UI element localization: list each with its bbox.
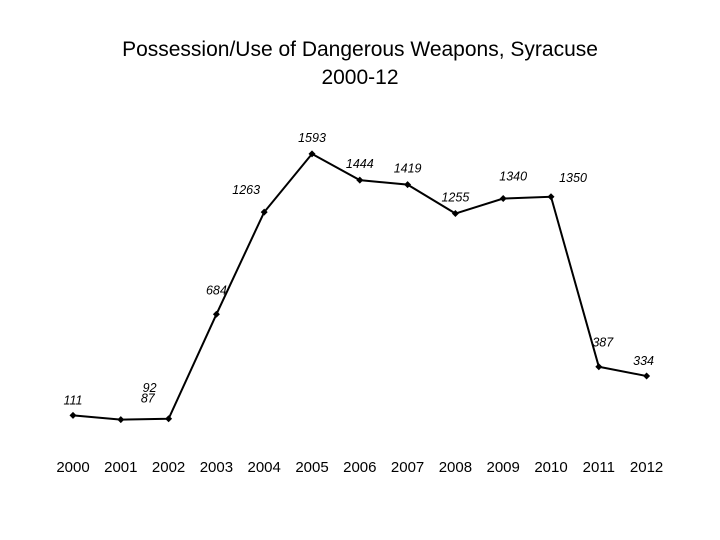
- data-label: 1593: [298, 131, 326, 145]
- data-label: 334: [633, 354, 654, 368]
- x-tick-label: 2004: [248, 459, 281, 476]
- data-label: 87: [141, 392, 156, 406]
- x-tick-label: 2008: [439, 459, 472, 476]
- data-point-marker: [117, 416, 125, 424]
- data-label: 111: [63, 393, 82, 407]
- data-label: 387: [592, 336, 614, 350]
- data-label: 1340: [499, 170, 527, 184]
- x-tick-label: 2011: [583, 459, 615, 476]
- x-tick-label: 2001: [104, 459, 137, 476]
- data-point-marker: [499, 195, 507, 203]
- data-point-marker: [165, 415, 173, 423]
- data-point-marker: [69, 411, 77, 419]
- x-tick-label: 2000: [56, 459, 89, 476]
- data-point-marker: [643, 372, 651, 380]
- data-point-marker: [356, 176, 364, 184]
- chart-title-block: Possession/Use of Dangerous Weapons, Syr…: [0, 36, 720, 92]
- x-tick-label: 2007: [391, 459, 424, 476]
- data-label: 684: [206, 283, 227, 297]
- data-point-marker: [547, 193, 555, 201]
- data-label: 1419: [394, 162, 422, 176]
- data-point-marker: [595, 363, 603, 371]
- chart-title: Possession/Use of Dangerous Weapons, Syr…: [122, 38, 598, 61]
- data-label: 1444: [346, 157, 374, 171]
- chart-subtitle: 2000-12: [321, 66, 399, 89]
- x-tick-label: 2009: [487, 459, 520, 476]
- series-line: [72, 152, 647, 421]
- x-tick-label: 2002: [152, 459, 185, 476]
- data-point-marker: [212, 310, 220, 318]
- x-tick-label: 2006: [343, 459, 376, 476]
- data-point-marker: [451, 210, 459, 218]
- data-point-marker: [308, 150, 316, 158]
- x-tick-label: 2005: [295, 459, 328, 476]
- x-tick-label: 2010: [534, 459, 567, 476]
- data-label: 92: [143, 381, 157, 395]
- x-tick-label: 2003: [200, 459, 233, 476]
- data-label: 1263: [232, 183, 260, 197]
- data-point-marker: [404, 181, 412, 189]
- x-tick-label: 2012: [630, 459, 663, 476]
- data-label: 1255: [441, 191, 469, 205]
- data-point-marker: [260, 208, 268, 216]
- data-label: 1350: [559, 171, 587, 185]
